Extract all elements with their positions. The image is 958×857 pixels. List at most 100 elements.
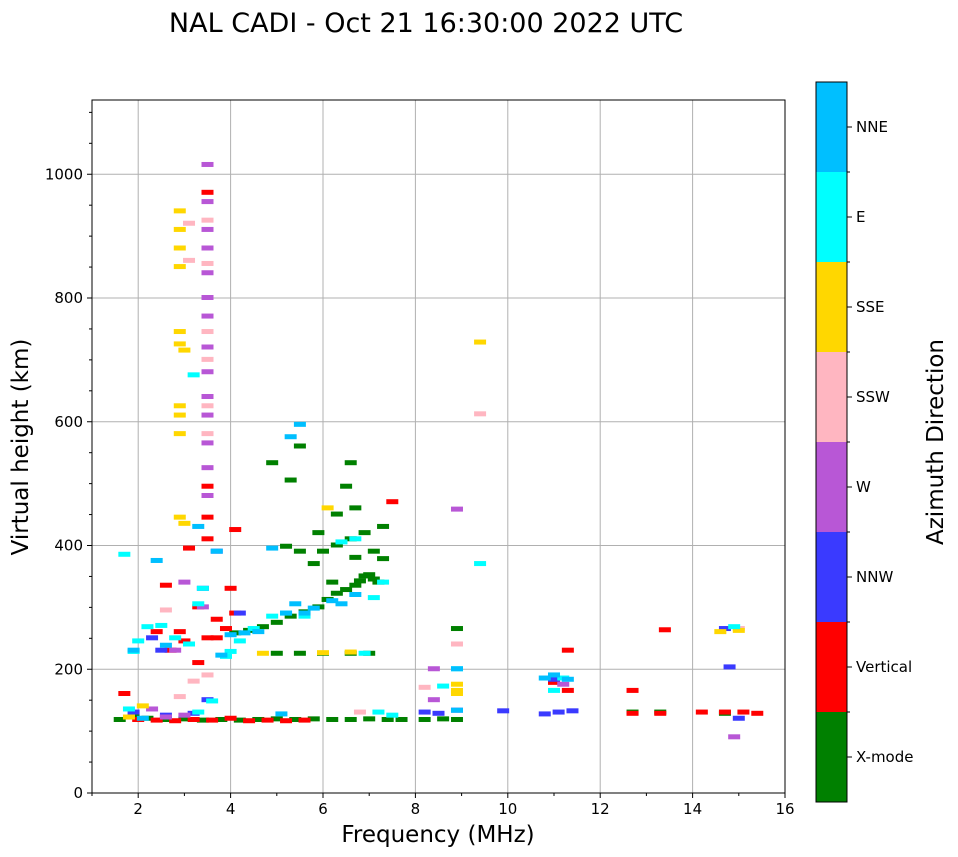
echo-point: [335, 601, 348, 607]
echo-point: [159, 607, 172, 613]
x-axis-label: Frequency (MHz): [341, 822, 534, 848]
echo-point: [183, 220, 196, 226]
echo-point: [187, 716, 200, 722]
echo-point: [224, 632, 237, 638]
echo-point: [718, 626, 731, 632]
echo-point: [450, 687, 463, 693]
echo-point: [187, 372, 200, 378]
echo-point: [293, 650, 306, 656]
echo-point: [728, 734, 741, 740]
echo-point: [219, 626, 232, 632]
echo-point: [344, 460, 357, 466]
echo-point: [386, 712, 399, 718]
echo-point: [196, 717, 209, 723]
echo-point: [192, 660, 205, 666]
echo-point: [349, 554, 362, 560]
echo-point: [201, 217, 214, 223]
echo-point: [247, 626, 260, 632]
echo-point: [312, 530, 325, 536]
echo-point: [173, 329, 186, 335]
echo-point: [654, 710, 667, 716]
echo-point: [201, 483, 214, 489]
echo-point: [298, 717, 311, 723]
echo-point: [159, 714, 172, 720]
echo-point: [340, 587, 353, 593]
chart-title: NAL CADI - Oct 21 16:30:00 2022 UTC: [169, 8, 683, 39]
echo-point: [201, 493, 214, 498]
echo-point: [335, 539, 348, 545]
echo-point: [196, 585, 209, 591]
echo-point: [201, 394, 214, 399]
echo-point: [201, 260, 214, 266]
echo-point: [201, 329, 214, 335]
echo-point: [201, 412, 214, 418]
echo-point: [201, 245, 214, 251]
echo-point: [243, 718, 256, 724]
echo-point: [450, 506, 463, 512]
x-tick-label: 6: [318, 800, 328, 818]
echo-point: [238, 630, 251, 636]
echo-point: [155, 647, 168, 653]
echo-point: [173, 431, 186, 437]
colorbar-segment: [816, 442, 847, 532]
echo-point: [183, 257, 196, 263]
echo-point: [275, 711, 288, 717]
echo-point: [552, 709, 565, 715]
echo-point: [173, 341, 186, 347]
echo-point: [695, 709, 708, 715]
echo-point: [252, 629, 265, 635]
echo-point: [381, 716, 394, 722]
echo-point: [626, 687, 639, 693]
x-tick-label: 10: [498, 800, 517, 818]
echo-point: [201, 403, 214, 409]
echo-point: [298, 610, 311, 616]
colorbar-tick-label: Vertical: [856, 658, 912, 676]
echo-point: [474, 411, 487, 417]
echo-point: [173, 514, 186, 520]
echo-point: [732, 715, 745, 721]
echo-point: [173, 629, 186, 635]
echo-point: [201, 431, 214, 437]
echo-point: [566, 708, 579, 714]
echo-point: [118, 551, 131, 557]
echo-point: [224, 648, 237, 654]
echo-point: [169, 647, 182, 653]
echo-point: [363, 572, 376, 578]
echo-point: [386, 499, 399, 505]
y-tick-label: 200: [54, 660, 83, 678]
echo-point: [155, 622, 168, 628]
echo-point: [450, 666, 463, 672]
echo-point: [266, 545, 279, 551]
echo-point: [201, 313, 214, 319]
x-tick-label: 8: [411, 800, 421, 818]
echo-point: [201, 295, 214, 300]
colorbar-segment: [816, 712, 847, 802]
echo-point: [561, 647, 574, 653]
echo-point: [363, 716, 376, 722]
echo-point: [367, 548, 380, 554]
echo-point: [178, 638, 191, 644]
echo-point: [728, 624, 741, 630]
echo-point: [159, 642, 172, 648]
echo-point: [427, 666, 440, 672]
echo-point: [118, 691, 131, 696]
echo-point: [150, 629, 163, 635]
echo-point: [538, 675, 551, 681]
colorbar-tick-label: SSE: [856, 298, 885, 316]
echo-point: [178, 579, 191, 585]
echo-point: [751, 710, 764, 716]
echo-point: [215, 652, 228, 658]
echo-point: [723, 664, 736, 670]
echo-point: [173, 403, 186, 409]
echo-point: [307, 716, 320, 722]
echo-point: [280, 543, 293, 549]
echo-point: [377, 556, 390, 562]
echo-point: [201, 465, 214, 471]
echo-point: [178, 347, 191, 353]
echo-point: [270, 619, 283, 625]
echo-point: [178, 716, 191, 722]
echo-point: [192, 523, 205, 529]
colorbar-segment: [816, 532, 847, 622]
echo-point: [224, 715, 237, 721]
echo-point: [326, 579, 339, 585]
